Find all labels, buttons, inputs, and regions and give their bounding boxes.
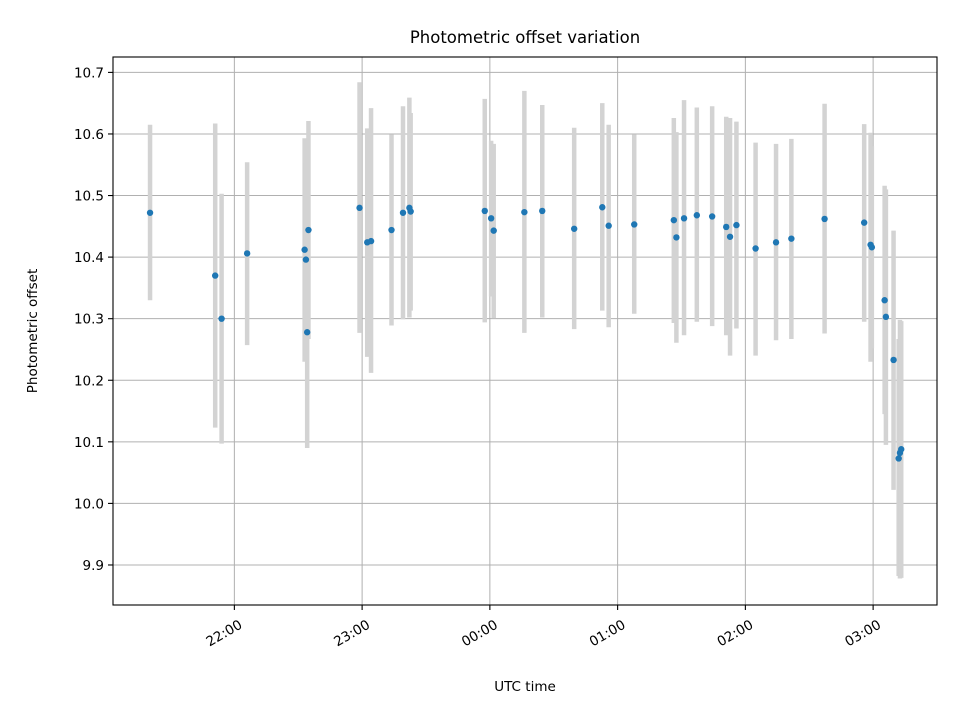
data-point [868, 244, 876, 251]
data-point [570, 225, 578, 232]
data-point [708, 213, 716, 220]
data-point [212, 272, 219, 279]
y-tick-label: 10.7 [74, 65, 104, 81]
data-point [821, 215, 828, 223]
x-tick-label: 22:00 [203, 617, 245, 650]
data-point [243, 250, 251, 257]
data-point [723, 223, 730, 231]
data-point [752, 245, 759, 252]
y-tick-label: 10.5 [74, 189, 104, 205]
data-point [860, 219, 868, 226]
x-axis-label: UTC time [494, 679, 556, 695]
data-point [302, 256, 310, 263]
data-point [673, 234, 680, 241]
x-tick-label: 23:00 [331, 617, 373, 650]
data-point [399, 209, 407, 216]
data-point [882, 313, 890, 321]
y-tick-label: 10.3 [74, 312, 104, 328]
data-point [305, 226, 312, 234]
chart-title: Photometric offset variation [410, 28, 640, 47]
data-point [356, 204, 363, 212]
y-tick-label: 10.0 [74, 496, 104, 512]
data-point [670, 216, 678, 224]
data-point [680, 215, 688, 222]
data-point [599, 204, 606, 211]
y-axis-ticks: 9.9 10.0 10.1 10.2 10.3 10.4 10.5 10.6 10.7 [74, 65, 113, 574]
data-point [301, 246, 308, 253]
x-tick-label: 03:00 [842, 617, 884, 650]
data-point [388, 226, 395, 234]
data-point [898, 446, 905, 453]
x-tick-label: 00:00 [459, 617, 501, 650]
y-tick-label: 10.4 [74, 250, 104, 266]
data-point [890, 356, 897, 364]
data-point [521, 208, 528, 216]
y-axis-label: Photometric offset [25, 269, 41, 393]
error-bars [147, 82, 904, 579]
data-point [631, 221, 638, 228]
x-tick-label: 01:00 [587, 617, 629, 650]
data-point [772, 239, 780, 246]
data-point [218, 315, 225, 322]
data-point [733, 221, 740, 229]
x-tick-label: 02:00 [714, 617, 756, 650]
data-point [726, 233, 734, 240]
data-point [303, 329, 311, 336]
data-point [487, 215, 495, 222]
data-point [407, 208, 414, 215]
data-point [490, 227, 497, 234]
y-tick-label: 9.9 [83, 558, 104, 574]
data-points [146, 204, 905, 462]
data-point [481, 207, 488, 215]
data-point [539, 207, 546, 215]
data-point [895, 455, 902, 462]
y-tick-label: 10.1 [74, 435, 104, 451]
data-point [367, 237, 375, 245]
data-point [605, 222, 612, 229]
plot-frame [112, 56, 938, 606]
x-axis-ticks: 22:00 23:00 00:00 01:00 02:00 03:00 [203, 605, 884, 650]
data-point [693, 212, 701, 219]
data-point [146, 209, 154, 216]
data-point [788, 235, 795, 242]
y-tick-label: 10.2 [74, 373, 104, 389]
y-tick-label: 10.6 [74, 127, 104, 143]
data-point [881, 297, 888, 304]
